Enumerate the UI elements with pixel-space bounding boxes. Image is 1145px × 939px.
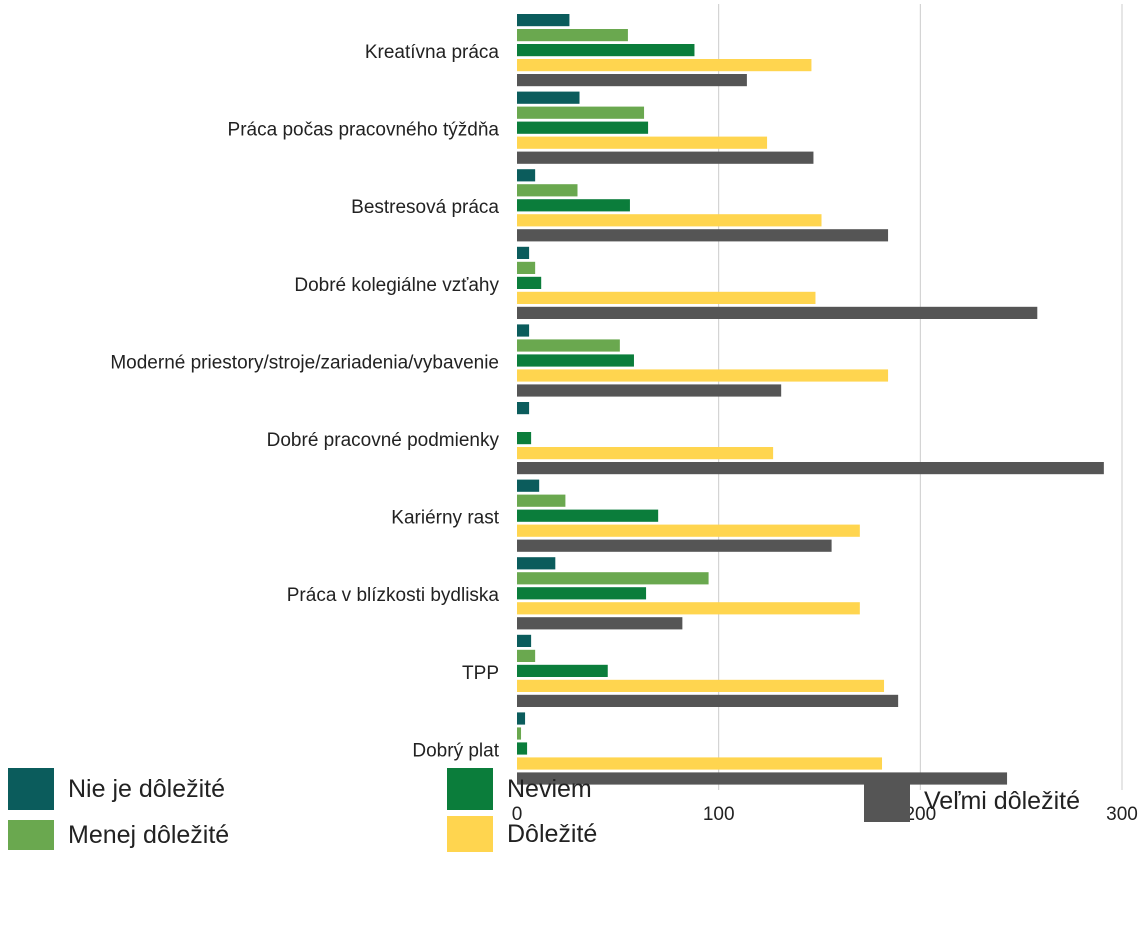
bar (517, 494, 566, 507)
bar (517, 29, 628, 42)
bar (517, 261, 536, 274)
bar (517, 539, 832, 552)
bar (517, 524, 860, 537)
bar (517, 276, 542, 289)
bar (517, 602, 860, 615)
category-label: Kreatívna práca (365, 42, 500, 63)
bar (517, 432, 532, 445)
category-label: Bestresová práca (351, 197, 499, 218)
bar (517, 509, 659, 522)
category-label: TPP (462, 663, 499, 684)
bar (517, 727, 522, 740)
x-tick-label: 300 (1106, 804, 1138, 825)
category-label: Dobrý plat (412, 740, 499, 761)
bar (517, 246, 530, 259)
bar (517, 694, 899, 707)
x-tick-label: 0 (512, 804, 523, 825)
category-label: Dobré kolegiálne vzťahy (294, 275, 499, 296)
x-tick-label: 100 (703, 804, 735, 825)
bar (517, 291, 816, 304)
bars (517, 14, 1104, 785)
bar (517, 572, 709, 585)
bar (517, 121, 649, 134)
bar (517, 462, 1104, 475)
category-label: Práca v blízkosti bydliska (287, 585, 500, 606)
bar (517, 106, 645, 119)
bar (517, 136, 768, 149)
bar (517, 712, 526, 725)
bar (517, 14, 570, 27)
bar (517, 757, 883, 770)
bar (517, 447, 774, 460)
bar (517, 91, 580, 104)
bar (517, 354, 634, 367)
bar (517, 184, 578, 197)
bar (517, 306, 1038, 319)
bar (517, 229, 889, 242)
bar (517, 384, 782, 397)
category-label: Práca počas pracovného týždňa (228, 120, 500, 141)
bar (517, 151, 814, 164)
bar (517, 617, 683, 630)
bar (517, 369, 889, 382)
bar (517, 649, 536, 662)
bar (517, 634, 532, 647)
bar (517, 324, 530, 337)
bar (517, 214, 822, 227)
x-tick-labels: 0 100 200 300 (512, 804, 1138, 825)
x-tick-label: 200 (904, 804, 936, 825)
gridlines (718, 4, 1123, 790)
bar (517, 339, 620, 352)
bar (517, 679, 885, 692)
bar (517, 199, 630, 212)
bar (517, 479, 540, 492)
bar (517, 772, 1008, 785)
category-label: Moderné priestory/stroje/zariadenia/vyba… (110, 352, 499, 373)
bar (517, 557, 556, 570)
bar (517, 402, 530, 415)
category-labels: Kreatívna práca Práca počas pracovného tý… (110, 42, 499, 761)
bar (517, 664, 608, 677)
category-label: Dobré pracovné podmienky (267, 430, 500, 451)
bar (517, 44, 695, 57)
bar (517, 742, 528, 755)
bar (517, 587, 647, 600)
bar (517, 74, 747, 87)
bar (517, 59, 812, 72)
bar (517, 169, 536, 182)
category-label: Kariérny rast (391, 508, 499, 529)
